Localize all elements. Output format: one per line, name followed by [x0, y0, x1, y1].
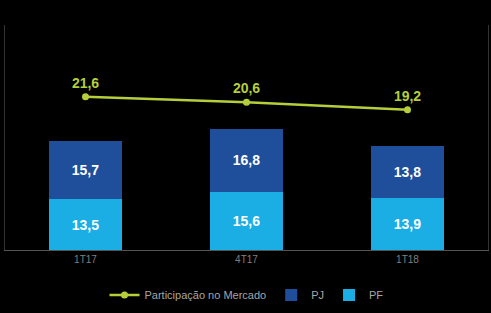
- svg-text:15,7: 15,7: [72, 162, 99, 178]
- svg-text:15,6: 15,6: [233, 213, 260, 229]
- svg-text:19,2: 19,2: [394, 88, 421, 104]
- svg-text:1T17: 1T17: [74, 254, 97, 265]
- svg-text:PF: PF: [369, 289, 383, 301]
- svg-text:13,9: 13,9: [394, 216, 421, 232]
- svg-text:13,5: 13,5: [72, 217, 99, 233]
- svg-text:16,8: 16,8: [233, 152, 260, 168]
- svg-text:13,8: 13,8: [394, 164, 421, 180]
- svg-text:4T17: 4T17: [235, 254, 258, 265]
- svg-text:20,6: 20,6: [233, 80, 260, 96]
- svg-text:PJ: PJ: [311, 289, 324, 301]
- svg-text:21,6: 21,6: [72, 75, 99, 91]
- svg-text:Participação no Mercado: Participação no Mercado: [145, 289, 267, 301]
- svg-text:1T18: 1T18: [396, 254, 419, 265]
